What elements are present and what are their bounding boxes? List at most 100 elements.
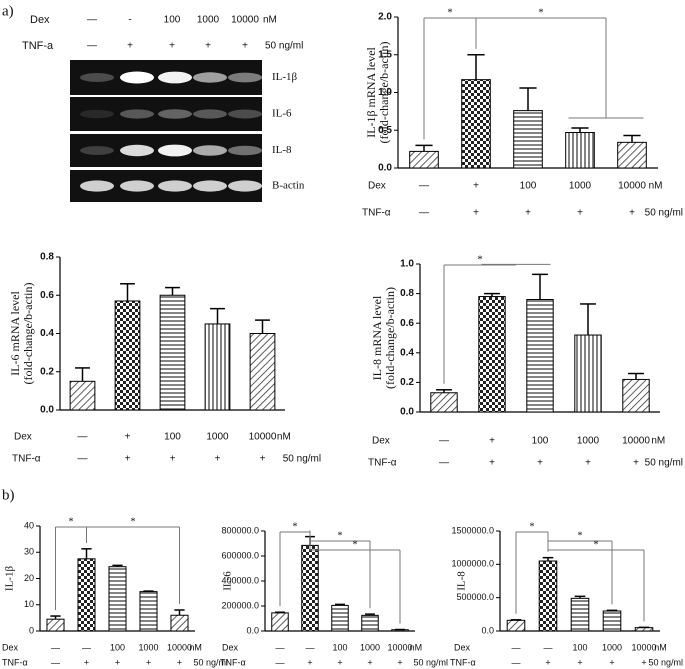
y-tick-label: 0.4 [400, 347, 414, 358]
y-tick-label: 0.2 [400, 377, 414, 388]
x-category-label: 1000 [206, 432, 229, 443]
gel-band-label: B-actin [272, 180, 305, 192]
tnf-unit: 50 ng/ml [648, 657, 683, 667]
y-axis-label: IL-6 [222, 571, 234, 591]
dex-unit: nM [654, 642, 667, 652]
gel-band [228, 145, 262, 156]
tnf-unit: 50 ng/ml [414, 657, 449, 667]
gel-band-label: IL-8 [272, 144, 292, 156]
gel-dex-column: - [128, 15, 131, 26]
gel-band [228, 109, 262, 119]
bar [478, 296, 506, 413]
tnf-label: + [489, 458, 495, 469]
significance-mark: * [69, 516, 74, 527]
y-tick-label: 30 [24, 547, 34, 557]
gel-band [158, 109, 192, 119]
bar [461, 79, 491, 169]
y-tick-label: 0.6 [400, 318, 414, 329]
significance-mark: * [578, 530, 583, 541]
significance-mark: * [447, 7, 453, 19]
tnf-label: + [545, 657, 550, 667]
y-axis-label: IL-1β mRNA level [364, 46, 378, 137]
x-category-label: + [473, 181, 479, 192]
x-category-label: — [544, 642, 553, 652]
tnf-label: + [577, 657, 582, 667]
x-category-label: 1000 [360, 642, 380, 652]
x-category-label: 10000 [167, 642, 192, 652]
y-tick-label: 20 [24, 573, 34, 583]
chart: 0.0 500000.0 1000000.0 1500000.0 IL-8 — — — +100… [450, 521, 683, 667]
y-axis-label: IL-1β [4, 566, 16, 592]
bar [526, 299, 554, 413]
y-tick-label: 10 [24, 599, 34, 609]
gel-band-label: IL-6 [272, 108, 292, 120]
tnf-label: + [170, 454, 176, 465]
bar [69, 380, 96, 411]
y-axis-label: (fold-change/b-actin) [377, 42, 391, 144]
y-axis-label: (fold-change/b-actin) [21, 283, 35, 385]
y-tick-label: 0.6 [40, 290, 54, 301]
gel-band [193, 180, 227, 192]
gel-band [80, 73, 114, 82]
gel-band [193, 72, 227, 83]
gel-band [228, 72, 262, 83]
tnf-label: — [51, 657, 60, 667]
significance-mark: * [538, 7, 544, 19]
tnf-label: + [115, 657, 120, 667]
y-tick-label: 0.4 [40, 328, 54, 339]
tnf-label: + [367, 657, 372, 667]
x-category-label: — [51, 642, 60, 652]
bar [46, 618, 65, 632]
gel-tnf-column: — [87, 41, 97, 52]
bar [271, 612, 289, 632]
panel-label: a) [2, 3, 14, 19]
y-tick-label: 0.8 [40, 252, 54, 263]
bar [570, 597, 590, 632]
x-category-label: — [419, 181, 429, 192]
tnf-label: + [629, 208, 635, 219]
bar [301, 544, 319, 632]
x-category-label: + [125, 432, 131, 443]
y-tick-label: 0 [29, 625, 34, 635]
gel-band [120, 180, 154, 192]
tnf-label: + [397, 657, 402, 667]
gel-tnf-column: + [127, 41, 133, 52]
dex-row-label: Dex [14, 432, 32, 443]
x-category-label: 100 [520, 181, 537, 192]
y-axis-label: IL-6 mRNA level [8, 291, 22, 376]
tnf-label: — [512, 657, 521, 667]
y-tick-label: 400000.0 [221, 575, 259, 585]
y-tick-label: 500000.0 [456, 592, 494, 602]
gel-tnf-column: + [169, 41, 175, 52]
y-tick-label: 0.2 [40, 366, 54, 377]
significance-mark: * [594, 539, 599, 550]
gel-tnf-unit: 50 ng/ml [265, 41, 303, 52]
x-category-label: — [276, 642, 285, 652]
gel-dex-column: — [87, 15, 97, 26]
gel-band [80, 146, 114, 155]
y-tick-label: 0.8 [400, 288, 414, 299]
dex-row-label: Dex [372, 436, 390, 447]
bar [139, 591, 158, 632]
bar [565, 132, 595, 169]
chart: 0.0 200000.0 400000.0 600000.0 800000.0 IL-6 —… [220, 521, 448, 667]
chart: 0.0 0.2 0.4 0.6 0.8 1.0 IL-8 mRNA level (fold-c… [368, 254, 683, 469]
bar [170, 614, 189, 632]
y-tick-label: 200000.0 [221, 600, 259, 610]
gel-band [80, 109, 114, 119]
tnf-label: + [609, 657, 614, 667]
significance-mark: * [477, 254, 483, 266]
tnf-label: + [215, 454, 221, 465]
tnf-unit: 50 ng/ml [193, 657, 228, 667]
tnf-row-label: TNF-α [220, 657, 246, 667]
y-tick-label: 1500000.0 [451, 525, 494, 535]
tnf-label: + [177, 657, 182, 667]
x-category-label: 1000 [602, 642, 622, 652]
x-category-label: 10000 [622, 436, 650, 447]
bar [617, 141, 647, 169]
y-tick-label: 0.0 [40, 405, 54, 416]
tnf-label: + [641, 657, 646, 667]
bar [108, 566, 127, 632]
x-category-label: 1000 [138, 642, 158, 652]
significance-mark: * [338, 530, 343, 541]
